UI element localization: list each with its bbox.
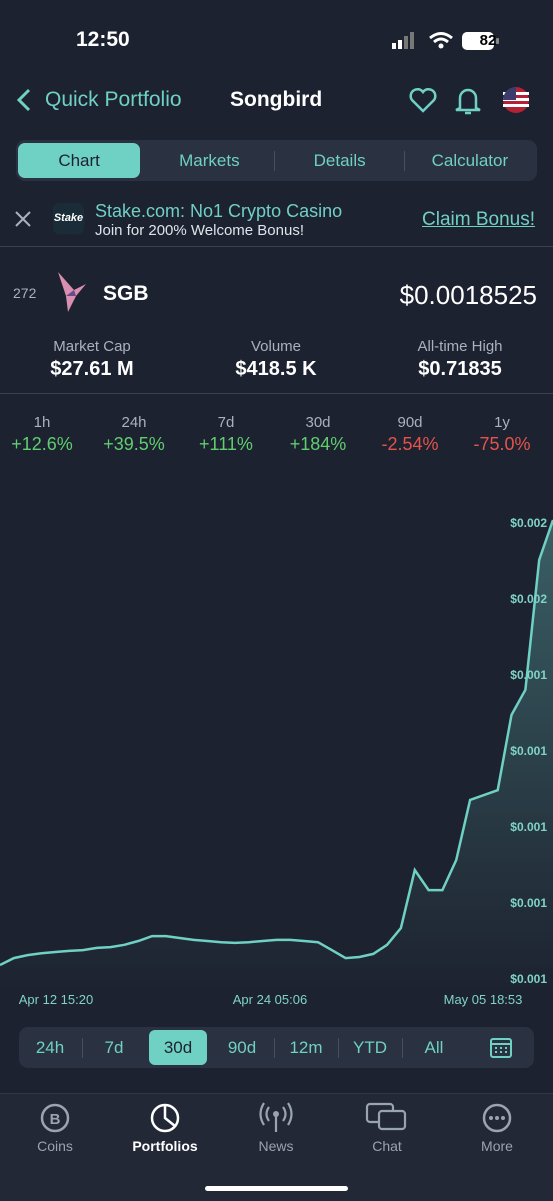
tab-separator xyxy=(403,151,405,171)
ad-cta[interactable]: Claim Bonus! xyxy=(422,209,535,230)
stat-value: $27.61 M xyxy=(50,358,134,380)
stat-value: $418.5 K xyxy=(235,358,317,380)
nav-label: More xyxy=(481,1138,513,1154)
coin-price: $0.0018525 xyxy=(399,280,537,310)
x-label: Apr 12 15:20 xyxy=(19,992,93,1007)
header-icons xyxy=(409,87,529,115)
nav-item[interactable]: B Coins xyxy=(0,1094,110,1154)
change-period: 30d xyxy=(305,414,331,431)
tab[interactable]: Chart xyxy=(18,143,141,178)
tab-bar: Chart Markets Details Calculator xyxy=(16,140,537,181)
status-icons xyxy=(392,32,499,50)
range-button[interactable]: 7d xyxy=(104,1038,124,1057)
home-indicator xyxy=(205,1186,348,1191)
area-fill xyxy=(0,520,553,992)
tab[interactable]: Calculator xyxy=(431,151,509,170)
range-separator xyxy=(274,1038,275,1058)
stats: Market Cap $27.61 M Volume $418.5 K All-time… xyxy=(0,338,553,388)
tab[interactable]: Markets xyxy=(179,151,240,170)
range-button[interactable]: 90d xyxy=(227,1038,257,1057)
back-link[interactable]: Quick Portfolio xyxy=(45,88,182,111)
battery: 82 xyxy=(479,32,497,49)
change-value: -75.0% xyxy=(473,434,531,454)
stat-value: $0.71835 xyxy=(418,358,502,380)
range-button[interactable]: 30d xyxy=(149,1030,207,1065)
nav-item[interactable]: News xyxy=(221,1094,331,1154)
change-period: 1y xyxy=(494,414,510,431)
bottom-nav: B Coins Portfolios News Chat More xyxy=(0,1093,553,1201)
range-separator xyxy=(402,1038,403,1058)
nav-label: Chat xyxy=(372,1138,402,1154)
range-button[interactable]: 12m xyxy=(289,1038,323,1057)
change-period: 24h xyxy=(121,414,147,431)
page-title: Songbird xyxy=(230,88,323,111)
divider xyxy=(0,246,553,247)
ad-title[interactable]: Stake.com: No1 Crypto Casino xyxy=(95,201,343,221)
ad-subtitle: Join for 200% Welcome Bonus! xyxy=(95,222,304,239)
coin-rank: 272 xyxy=(13,285,37,301)
nav-label: News xyxy=(258,1138,294,1154)
y-tick-label: $0.002 xyxy=(510,516,547,530)
nav-icon: B xyxy=(40,1103,70,1133)
x-label: May 05 18:53 xyxy=(444,992,523,1007)
stat-label: Volume xyxy=(250,338,302,355)
change-value: +39.5% xyxy=(103,434,165,454)
y-tick-label: $0.001 xyxy=(510,668,547,682)
close-ad[interactable] xyxy=(14,210,32,228)
range-button[interactable]: 24h xyxy=(35,1038,65,1057)
range-separator xyxy=(82,1038,83,1058)
change-period: 1h xyxy=(33,414,51,431)
range-separator xyxy=(338,1038,339,1058)
back-icon[interactable] xyxy=(14,88,34,112)
range-bar: 24h 7d 30d 90d 12m YTD All xyxy=(19,1027,534,1068)
y-tick-label: $0.001 xyxy=(510,972,547,986)
ad-logo: Stake xyxy=(53,203,84,234)
nav-item[interactable]: Chat xyxy=(332,1094,442,1154)
divider xyxy=(0,393,553,394)
nav-icon xyxy=(482,1103,512,1133)
tab[interactable]: Details xyxy=(313,151,366,170)
change-value: -2.54% xyxy=(381,434,439,454)
change-value: +111% xyxy=(199,434,253,454)
price-chart: $0.002 $0.002 $0.001 $0.001 $0.001 $0.001 $0.0… xyxy=(0,516,553,1007)
change-period: 90d xyxy=(397,414,423,431)
stat-label: All-time High xyxy=(417,338,503,355)
y-tick-label: $0.001 xyxy=(510,820,547,834)
change-value: +184% xyxy=(289,434,347,454)
price-line xyxy=(0,519,553,967)
y-tick-label: $0.001 xyxy=(510,896,547,910)
nav-icon xyxy=(150,1103,180,1133)
nav-item[interactable]: Portfolios xyxy=(110,1094,220,1154)
stat-label: Market Cap xyxy=(53,338,131,355)
change-value: +12.6% xyxy=(11,434,73,454)
range-button[interactable]: YTD xyxy=(353,1038,387,1057)
tab-separator xyxy=(273,151,275,171)
nav-icon xyxy=(259,1102,293,1132)
nav-icon xyxy=(365,1102,407,1131)
changes: 1h +12.6% 24h +39.5% 7d +111% 30d +184% 90d -2.54… xyxy=(0,414,553,459)
range-button[interactable]: All xyxy=(424,1038,444,1057)
coin-symbol: SGB xyxy=(103,282,149,305)
coin-logo xyxy=(58,272,86,312)
change-period: 7d xyxy=(217,414,235,431)
nav-label: Portfolios xyxy=(132,1138,198,1154)
nav-item[interactable]: More xyxy=(442,1094,552,1154)
x-label: Apr 24 05:06 xyxy=(233,992,307,1007)
y-tick-label: $0.001 xyxy=(510,744,547,758)
calendar-button[interactable] xyxy=(489,1036,513,1060)
nav-label: Coins xyxy=(37,1138,73,1154)
y-tick-label: $0.002 xyxy=(510,592,547,606)
svg-text:B: B xyxy=(50,1111,61,1128)
clock: 12:50 xyxy=(76,28,130,51)
